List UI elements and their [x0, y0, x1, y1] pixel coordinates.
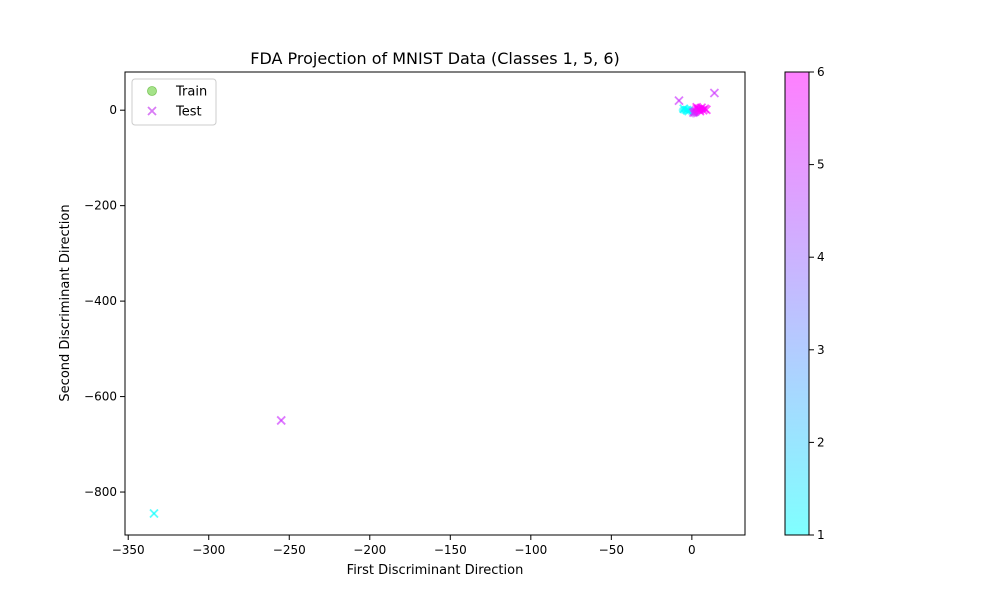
y-tick-label: 0	[109, 103, 117, 117]
colorbar: 1 2 3 4 5 6	[784, 65, 825, 542]
x-tick-label: −200	[353, 543, 386, 557]
x-axis-ticks: −350 −300 −250 −200 −150 −100 −50 0	[112, 535, 696, 557]
colorbar-tick-label: 5	[817, 158, 825, 172]
y-tick-label: −800	[84, 485, 117, 499]
colorbar-tick-label: 4	[817, 250, 825, 264]
x-axis-label: First Discriminant Direction	[347, 563, 524, 578]
x-tick-label: −100	[514, 543, 547, 557]
test-point	[276, 415, 286, 426]
test-point	[674, 96, 684, 106]
chart-title: FDA Projection of MNIST Data (Classes 1,…	[250, 49, 620, 68]
legend-train-marker	[147, 86, 157, 96]
colorbar-tick-label: 3	[817, 343, 825, 357]
y-axis-ticks: 0 −200 −400 −600 −800	[84, 103, 125, 499]
colorbar-bar	[784, 71, 810, 536]
plot-frame	[124, 71, 746, 536]
x-tick-label: −350	[112, 543, 145, 557]
test-point	[709, 88, 720, 98]
colorbar-ticks: 1 2 3 4 5 6	[809, 65, 825, 542]
y-tick-label: −400	[84, 294, 117, 308]
colorbar-tick-label: 6	[817, 65, 825, 79]
colorbar-tick-label: 2	[817, 435, 825, 449]
test-point	[149, 508, 159, 519]
x-tick-label: −150	[434, 543, 467, 557]
legend-label: Test	[175, 105, 202, 120]
legend-test-marker	[147, 106, 157, 116]
x-tick-label: 0	[688, 543, 696, 557]
x-tick-label: −50	[599, 543, 624, 557]
y-tick-label: −600	[84, 390, 117, 404]
legend-items: Train Test	[147, 85, 207, 120]
legend: Train Test	[131, 78, 217, 126]
test-point	[701, 105, 711, 115]
y-axis-label: Second Discriminant Direction	[58, 204, 73, 401]
x-tick-label: −300	[192, 543, 225, 557]
colorbar-tick-label: 1	[817, 528, 825, 542]
points-layer	[149, 88, 720, 519]
legend-label: Train	[175, 85, 207, 100]
y-tick-label: −200	[84, 199, 117, 213]
test-point	[679, 104, 689, 114]
x-tick-label: −250	[273, 543, 306, 557]
